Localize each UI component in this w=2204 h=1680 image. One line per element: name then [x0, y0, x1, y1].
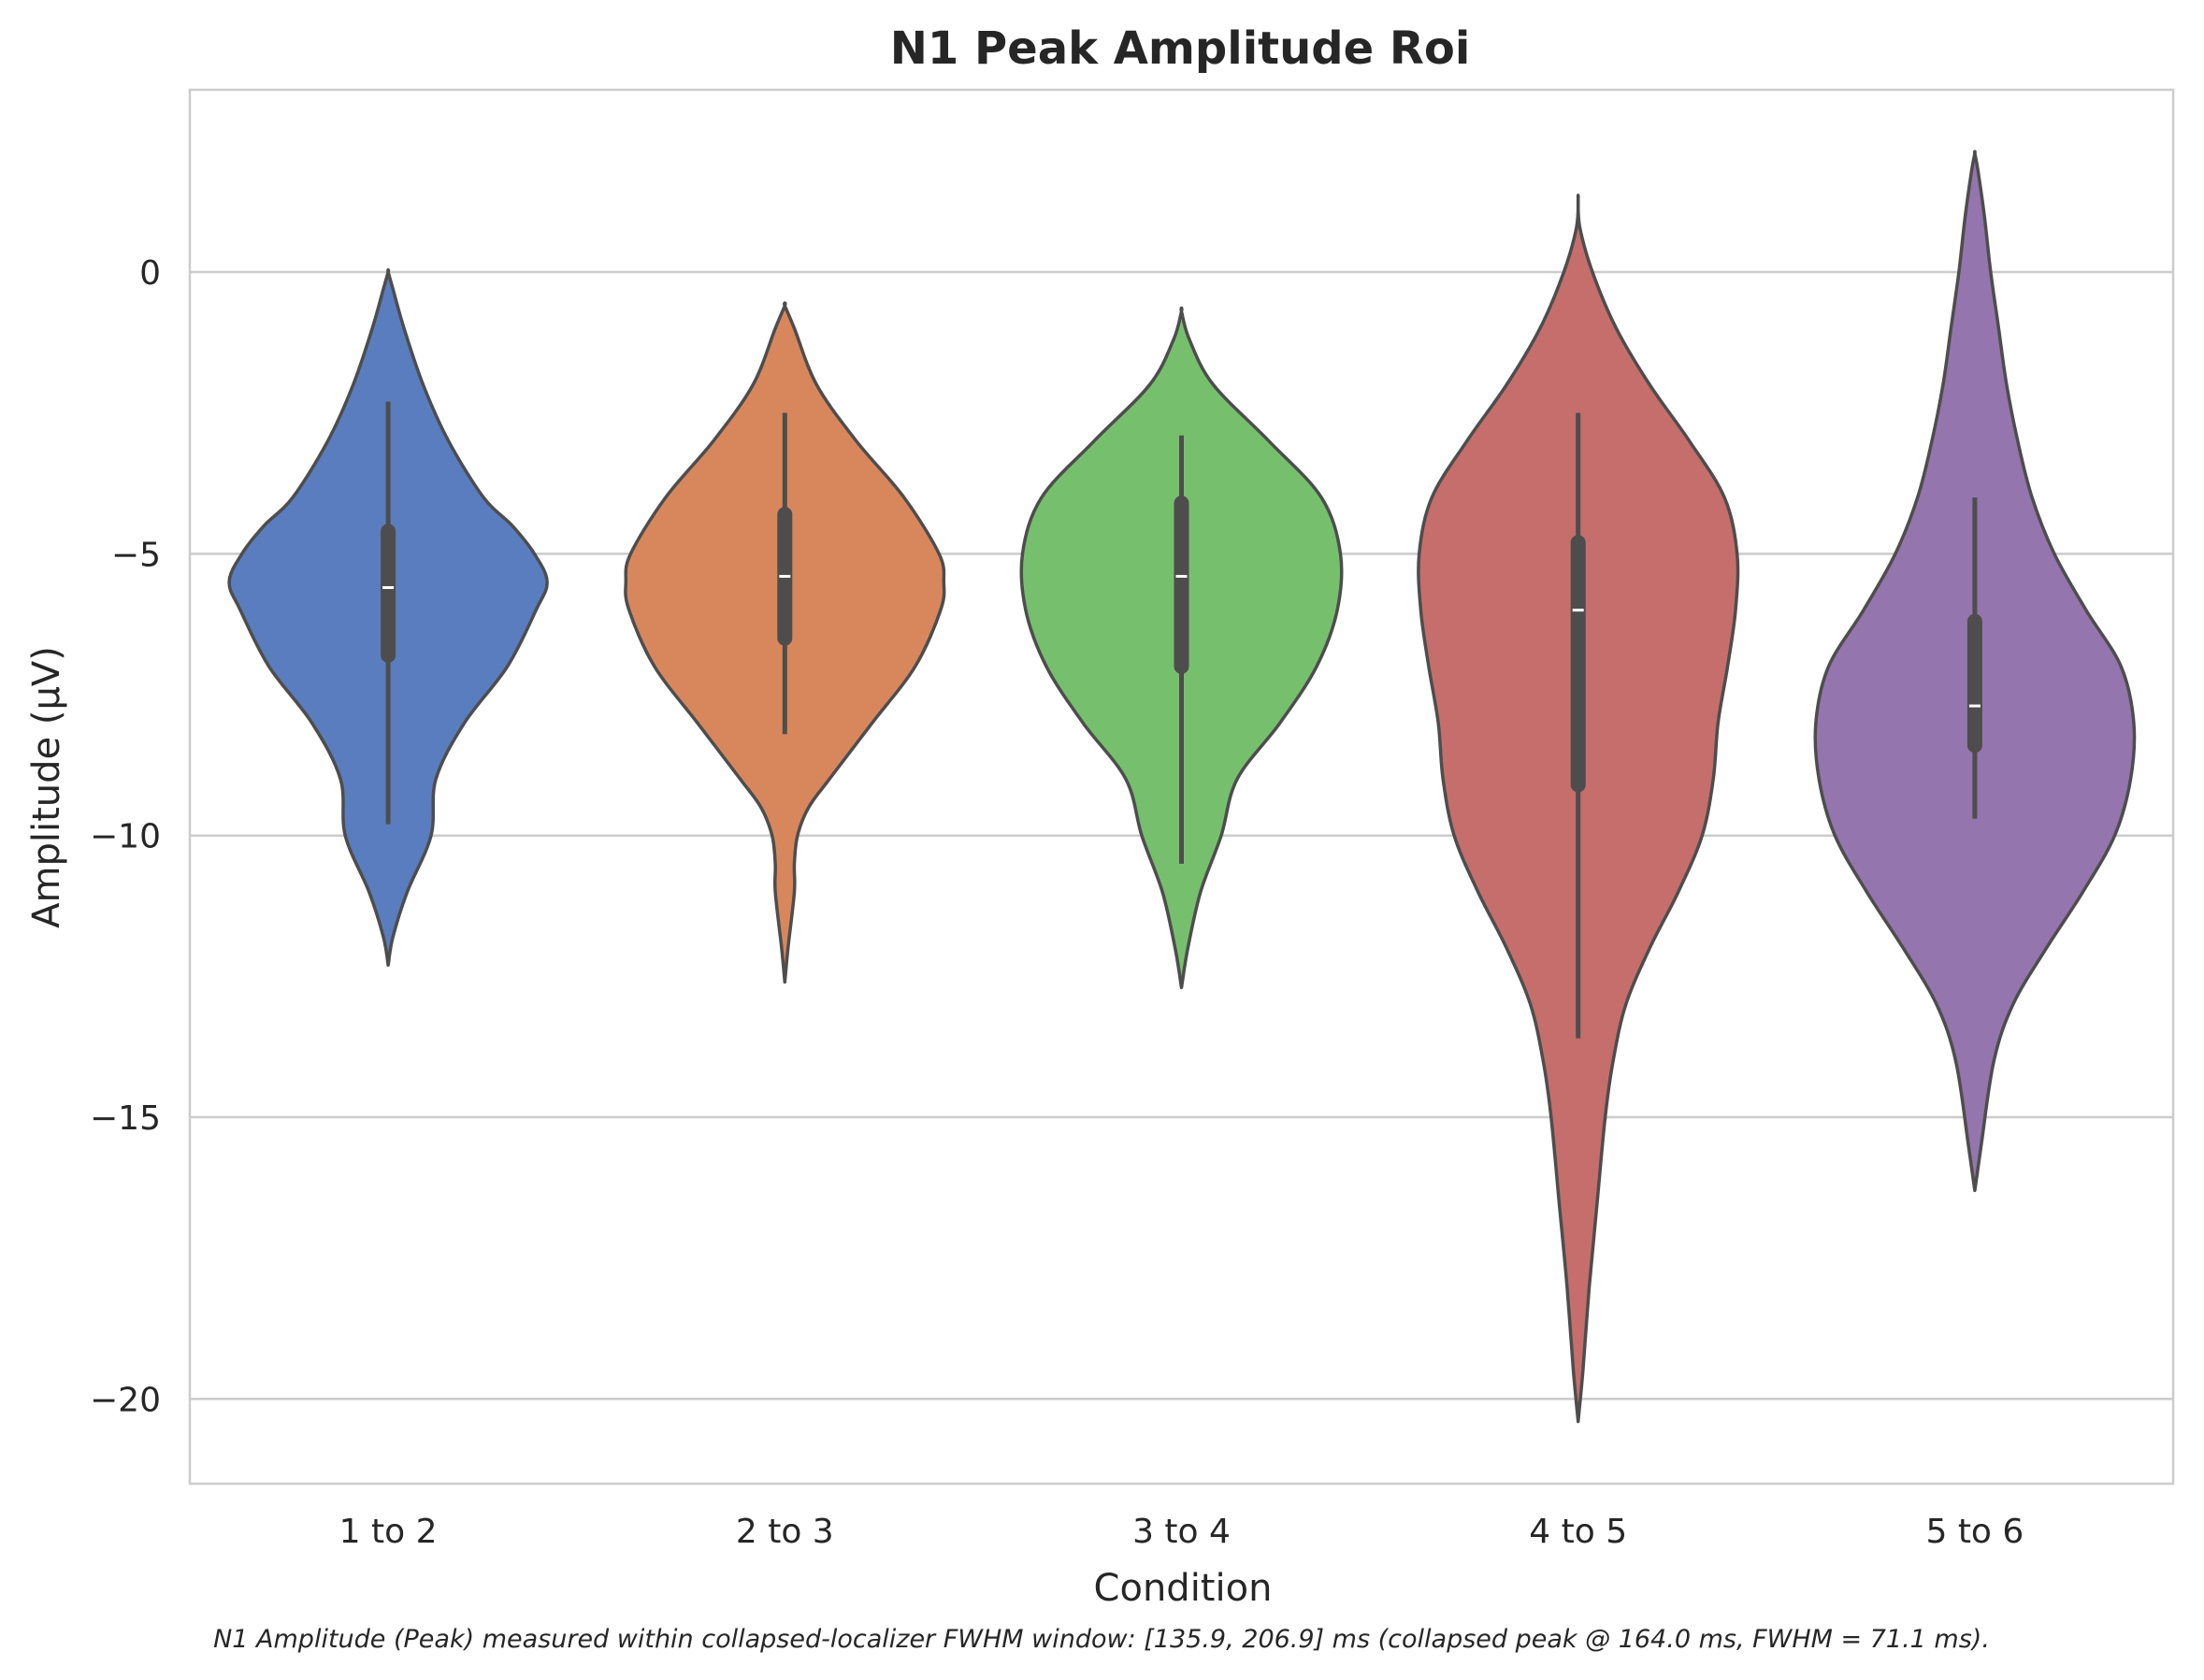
- violin-1: [227, 268, 549, 968]
- x-tick-label: 5 to 6: [1925, 1513, 2024, 1551]
- y-tick-label: −15: [90, 1099, 161, 1138]
- violins: [227, 150, 2137, 1424]
- y-axis-label: Amplitude (µV): [25, 646, 68, 928]
- y-tick-label: 0: [139, 254, 161, 293]
- x-tick-labels: 1 to 2 2 to 3 3 to 4 4 to 5 5 to 6: [339, 1513, 2024, 1551]
- x-tick-label: 4 to 5: [1529, 1513, 1627, 1551]
- y-tick-label: −20: [90, 1381, 161, 1419]
- chart-caption: N1 Amplitude (Peak) measured within coll…: [213, 1625, 1990, 1654]
- violin-5: [1813, 150, 2137, 1193]
- chart-title: N1 Peak Amplitude Roi: [890, 22, 1471, 75]
- violin-3: [1019, 306, 1344, 990]
- y-tick-label: −10: [90, 818, 161, 856]
- x-tick-label: 2 to 3: [736, 1513, 834, 1551]
- violin-4: [1417, 194, 1740, 1424]
- violin-2: [624, 301, 946, 984]
- x-axis-label: Condition: [1094, 1567, 1273, 1610]
- x-tick-label: 1 to 2: [339, 1513, 438, 1551]
- y-tick-labels: 0 −5 −10 −15 −20: [90, 254, 161, 1419]
- y-tick-label: −5: [111, 536, 161, 574]
- plot-frame: [188, 88, 2175, 1486]
- x-tick-label: 3 to 4: [1132, 1513, 1231, 1551]
